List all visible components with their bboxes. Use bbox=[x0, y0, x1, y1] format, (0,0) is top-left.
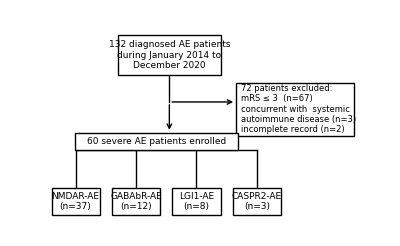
FancyBboxPatch shape bbox=[172, 188, 220, 215]
FancyBboxPatch shape bbox=[233, 188, 281, 215]
Text: 72 patients excluded:
mRS ≤ 3  (n=67)
concurrent with  systemic
autoimmune disea: 72 patients excluded: mRS ≤ 3 (n=67) con… bbox=[241, 84, 356, 134]
Text: 60 severe AE patients enrolled: 60 severe AE patients enrolled bbox=[86, 137, 226, 146]
FancyBboxPatch shape bbox=[236, 83, 354, 136]
Text: LGI1-AE
(n=8): LGI1-AE (n=8) bbox=[179, 192, 214, 211]
FancyBboxPatch shape bbox=[118, 35, 220, 75]
Text: NMDAR-AE
(n=37): NMDAR-AE (n=37) bbox=[52, 192, 100, 211]
FancyBboxPatch shape bbox=[52, 188, 100, 215]
Text: CASPR2-AE
(n=3): CASPR2-AE (n=3) bbox=[232, 192, 282, 211]
Text: GABAbR-AE
(n=12): GABAbR-AE (n=12) bbox=[110, 192, 162, 211]
FancyBboxPatch shape bbox=[75, 133, 238, 150]
FancyBboxPatch shape bbox=[112, 188, 160, 215]
Text: 132 diagnosed AE patients
during January 2014 to
December 2020: 132 diagnosed AE patients during January… bbox=[109, 40, 230, 70]
